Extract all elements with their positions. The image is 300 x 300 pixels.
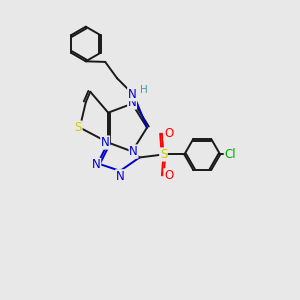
Text: S: S: [160, 148, 167, 161]
Text: N: N: [101, 136, 110, 149]
Text: N: N: [116, 170, 124, 183]
Text: S: S: [75, 121, 82, 134]
Text: N: N: [128, 88, 136, 101]
Text: N: N: [92, 158, 100, 171]
Text: Cl: Cl: [225, 148, 236, 161]
Text: H: H: [140, 85, 148, 95]
Text: O: O: [164, 169, 173, 182]
Text: O: O: [164, 127, 173, 140]
Text: N: N: [128, 96, 136, 109]
Text: N: N: [129, 145, 138, 158]
